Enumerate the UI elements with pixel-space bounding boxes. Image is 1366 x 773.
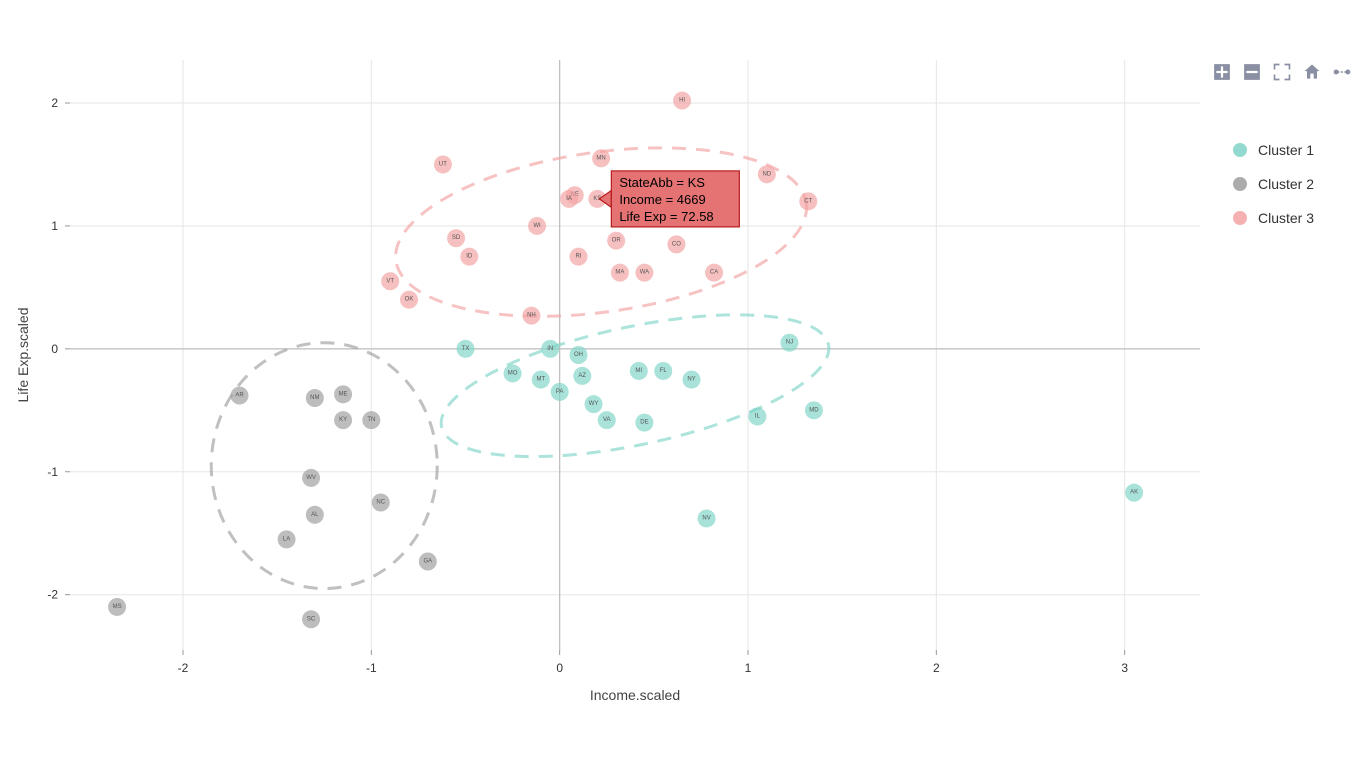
scatter-point[interactable]	[457, 340, 475, 358]
scatter-point[interactable]	[748, 407, 766, 425]
cluster-ellipse	[429, 287, 840, 485]
scatter-point[interactable]	[306, 389, 324, 407]
scatter-point[interactable]	[334, 385, 352, 403]
scatter-point[interactable]	[799, 192, 817, 210]
y-tick-label: -2	[47, 588, 58, 602]
scatter-point[interactable]	[607, 232, 625, 250]
scatter-point[interactable]	[592, 149, 610, 167]
scatter-point[interactable]	[654, 362, 672, 380]
scatter-point[interactable]	[780, 334, 798, 352]
legend-marker[interactable]	[1233, 143, 1247, 157]
scatter-point[interactable]	[306, 506, 324, 524]
scatter-point[interactable]	[570, 248, 588, 266]
scatter-point[interactable]	[522, 307, 540, 325]
x-tick-label: 2	[933, 661, 940, 675]
scatter-point[interactable]	[698, 509, 716, 527]
scatter-point[interactable]	[381, 272, 399, 290]
scatter-point[interactable]	[532, 371, 550, 389]
scatter-point[interactable]	[460, 248, 478, 266]
y-tick-label: 0	[51, 342, 58, 356]
chart-toolbar	[1212, 62, 1352, 82]
scatter-point[interactable]	[1125, 484, 1143, 502]
scatter-point[interactable]	[805, 401, 823, 419]
legend-label[interactable]: Cluster 3	[1258, 210, 1314, 226]
scatter-point[interactable]	[541, 340, 559, 358]
scatter-point[interactable]	[278, 530, 296, 548]
legend-marker[interactable]	[1233, 177, 1247, 191]
scatter-point[interactable]	[419, 553, 437, 571]
zoom-out-icon[interactable]	[1242, 62, 1262, 82]
scatter-point[interactable]	[528, 217, 546, 235]
x-tick-label: -1	[366, 661, 377, 675]
scatter-point[interactable]	[302, 610, 320, 628]
scatter-point[interactable]	[231, 387, 249, 405]
zoom-in-icon[interactable]	[1212, 62, 1232, 82]
scatter-point[interactable]	[673, 92, 691, 110]
x-tick-label: -2	[178, 661, 189, 675]
scatter-point[interactable]	[504, 364, 522, 382]
y-tick-label: 1	[51, 219, 58, 233]
cluster-ellipse	[211, 343, 437, 589]
expand-icon[interactable]	[1272, 62, 1292, 82]
legend-marker[interactable]	[1233, 211, 1247, 225]
scatter-point[interactable]	[302, 469, 320, 487]
x-tick-label: 3	[1121, 661, 1128, 675]
scatter-point[interactable]	[758, 165, 776, 183]
legend-label[interactable]: Cluster 1	[1258, 142, 1314, 158]
scatter-point[interactable]	[372, 494, 390, 512]
scatter-point[interactable]	[635, 414, 653, 432]
scatter-point[interactable]	[611, 264, 629, 282]
scatter-point[interactable]	[362, 411, 380, 429]
scatter-point[interactable]	[560, 190, 578, 208]
home-icon[interactable]	[1302, 62, 1322, 82]
scatter-point[interactable]	[551, 383, 569, 401]
y-tick-label: -1	[47, 465, 58, 479]
scatter-point[interactable]	[705, 264, 723, 282]
scatter-point[interactable]	[400, 291, 418, 309]
scatter-point[interactable]	[108, 598, 126, 616]
x-tick-label: 1	[745, 661, 752, 675]
scatter-point[interactable]	[585, 395, 603, 413]
scatter-chart: -2 -1 0 1 2 3 -2 -1 0 1 2 Income.scaled Life Exp.sca…	[0, 0, 1366, 768]
x-axis-label: Income.scaled	[590, 687, 680, 703]
legend-label[interactable]: Cluster 2	[1258, 176, 1314, 192]
y-axis-label: Life Exp.scaled	[15, 308, 31, 403]
scatter-point[interactable]	[667, 235, 685, 253]
scatter-point[interactable]	[570, 346, 588, 364]
chart-root: -2 -1 0 1 2 3 -2 -1 0 1 2 Income.scaled Life Exp.sca…	[0, 0, 1366, 768]
scatter-point[interactable]	[635, 264, 653, 282]
tooltip-line: Income = 4669	[619, 192, 705, 207]
scatter-point[interactable]	[598, 411, 616, 429]
scatter-point[interactable]	[334, 411, 352, 429]
scatter-point[interactable]	[683, 371, 701, 389]
pan-icon[interactable]	[1332, 62, 1352, 82]
x-tick-label: 0	[556, 661, 563, 675]
scatter-point[interactable]	[630, 362, 648, 380]
scatter-point[interactable]	[447, 229, 465, 247]
scatter-point[interactable]	[573, 367, 591, 385]
scatter-point[interactable]	[434, 155, 452, 173]
y-tick-label: 2	[51, 96, 58, 110]
tooltip-line: Life Exp = 72.58	[619, 209, 713, 224]
tooltip-line: StateAbb = KS	[619, 175, 705, 190]
